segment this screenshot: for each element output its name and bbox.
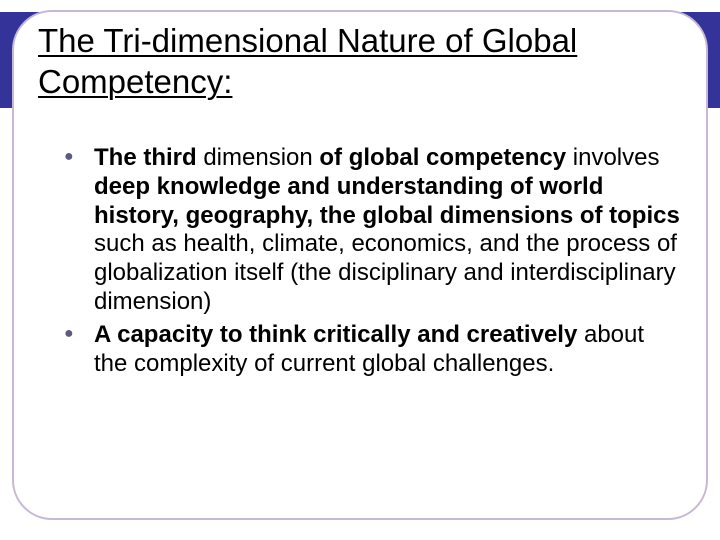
text-run: A capacity to think critically and creat… (94, 321, 584, 348)
slide-body: The third dimension of global competency… (64, 144, 680, 382)
content-card: The Tri-dimensional Nature of Global Com… (12, 10, 708, 520)
bullet-item-1: A capacity to think critically and creat… (64, 321, 680, 379)
text-run: such as health, climate, economics, and … (94, 230, 677, 315)
text-run: involves (573, 144, 660, 171)
slide: The Tri-dimensional Nature of Global Com… (0, 0, 720, 540)
bullet-list: The third dimension of global competency… (64, 144, 680, 378)
slide-title: The Tri-dimensional Nature of Global Com… (38, 20, 698, 103)
text-run: of global competency (319, 144, 572, 171)
bullet-item-0: The third dimension of global competency… (64, 144, 680, 317)
text-run: dimension (203, 144, 319, 171)
text-run: deep knowledge and understanding of worl… (94, 173, 680, 229)
text-run: The third (94, 144, 203, 171)
